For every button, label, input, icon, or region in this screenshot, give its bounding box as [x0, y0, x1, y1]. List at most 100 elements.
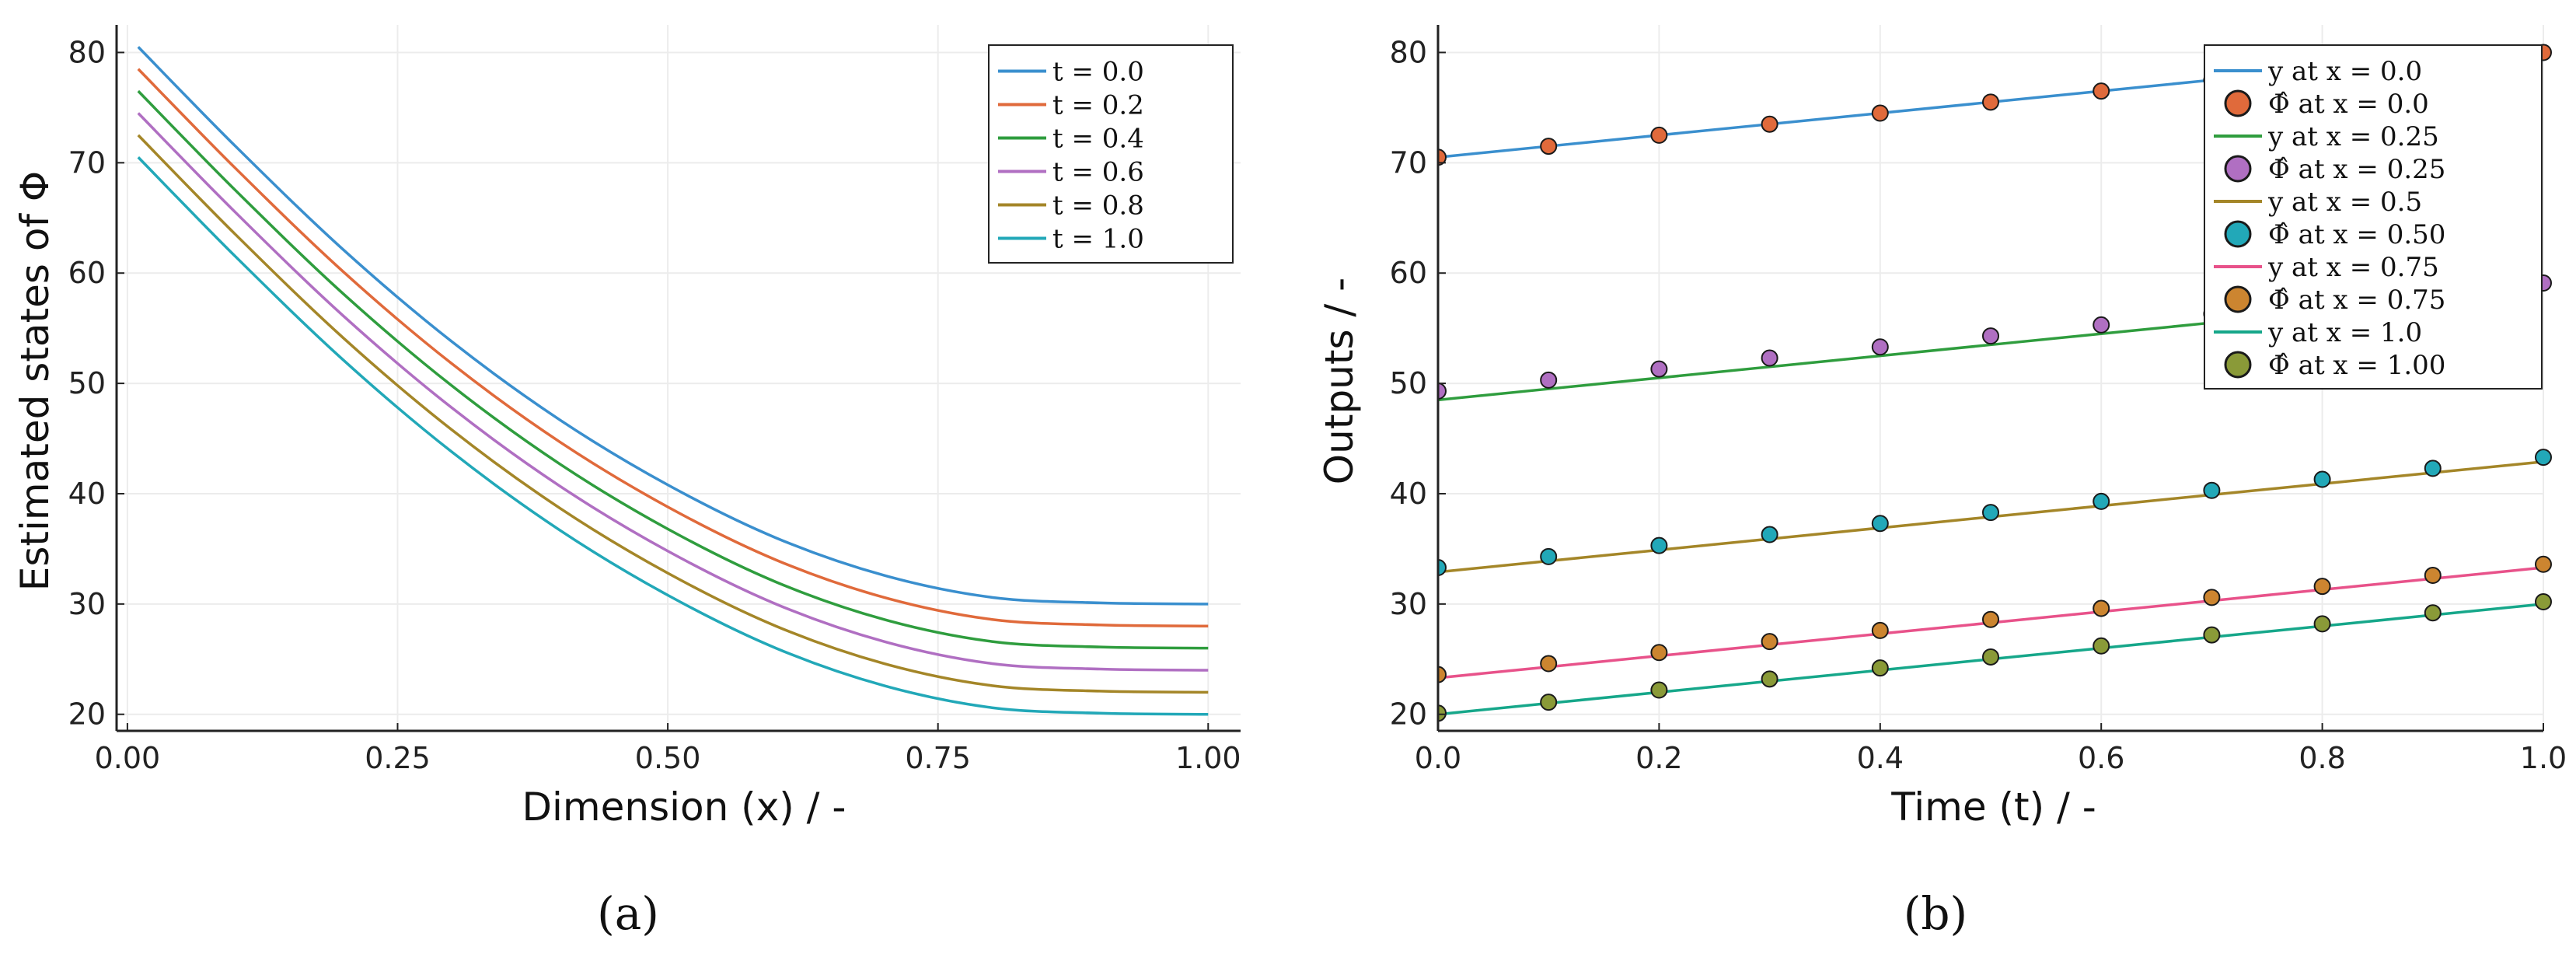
legend-swatch-marker	[2224, 285, 2252, 313]
y-tick-label: 70	[1390, 145, 1427, 180]
panel-b-axes	[1436, 25, 2543, 732]
data-point	[2093, 637, 2110, 655]
data-point	[1761, 349, 1778, 367]
x-tick-label: 0.0	[1415, 741, 1461, 775]
data-point	[1438, 666, 1447, 683]
panel-a-series	[137, 46, 1209, 716]
legend-entry-label: Φ̂ at x = 1.00	[2268, 350, 2445, 381]
y-tick-label: 20	[1390, 697, 1427, 732]
x-tick-label: 0.8	[2299, 741, 2345, 775]
data-point	[1438, 559, 1447, 577]
data-point	[1540, 371, 1558, 389]
data-point	[1650, 644, 1668, 662]
data-point	[1540, 694, 1558, 711]
data-point	[1540, 138, 1558, 156]
y-tick-label: 70	[68, 145, 106, 180]
data-point	[1982, 610, 1999, 628]
panel-a-label: (a)	[597, 887, 659, 940]
y-tick-label: 50	[68, 366, 106, 400]
panel-a-ticks: 0.00 0.25 0.50 0.75 1.00 20 30 40 50 60 70 80	[68, 35, 1241, 775]
data-point	[1982, 504, 1999, 522]
legend-box	[988, 44, 1234, 264]
x-tick-label: 0.25	[365, 741, 431, 775]
panel-b-ticks: 0.0 0.2 0.4 0.6 0.8 1.0 20 30 40 50 60 70 80	[1390, 35, 2567, 775]
data-point	[1761, 115, 1778, 133]
panel-b-legend: y at x = 0.0Φ̂ at x = 0.0y at x = 0.25Φ̂…	[2204, 44, 2543, 390]
x-tick-label: 1.0	[2520, 741, 2567, 775]
legend-entry-label: t = 0.8	[1052, 190, 1144, 222]
y-tick-label: 40	[1390, 477, 1427, 511]
series-line	[137, 68, 1209, 627]
legend-swatch-marker	[2224, 351, 2252, 379]
data-point	[2093, 82, 2110, 100]
data-point	[1871, 621, 1889, 639]
x-tick-label: 1.00	[1175, 741, 1241, 775]
data-point	[1761, 633, 1778, 651]
data-point	[1761, 526, 1778, 543]
y-tick-label: 60	[68, 256, 106, 290]
panel-a-grid	[117, 25, 1241, 731]
panel-a-ylabel: Estimated states of Φ	[12, 171, 58, 592]
x-tick-label: 0.6	[2078, 741, 2124, 775]
data-point	[2313, 470, 2331, 488]
data-point	[1540, 547, 1558, 565]
data-point	[2203, 481, 2221, 499]
data-point	[2424, 460, 2442, 477]
legend-entry-label: y at x = 0.5	[2267, 187, 2422, 218]
y-tick-label: 80	[1390, 35, 1427, 69]
panel-a-axes	[115, 25, 1241, 732]
data-point	[1982, 93, 1999, 111]
panel-a-legend: t = 0.0t = 0.2t = 0.4t = 0.6t = 0.8t = 1…	[988, 44, 1234, 264]
legend-entry-label: Φ̂ at x = 0.75	[2268, 285, 2445, 316]
data-point	[2535, 555, 2552, 573]
y-tick-label: 40	[68, 477, 106, 511]
legend-swatch-marker	[2224, 155, 2252, 183]
y-tick-label: 20	[68, 697, 106, 732]
data-point	[2313, 578, 2331, 596]
data-point	[2424, 566, 2442, 584]
data-point	[2535, 449, 2552, 467]
legend-entry-label: Φ̂ at x = 0.25	[2268, 154, 2445, 185]
legend-entry-label: y at x = 0.25	[2267, 121, 2439, 152]
series-line	[137, 89, 1209, 650]
data-point	[2093, 316, 2110, 334]
series-line	[137, 46, 1209, 606]
data-point	[1871, 104, 1889, 122]
legend-entry-label: t = 0.2	[1052, 90, 1144, 121]
data-point	[2203, 626, 2221, 644]
y-tick-label: 30	[1390, 587, 1427, 621]
data-point	[1650, 681, 1668, 699]
panel-b-ylabel: Outputs / -	[1317, 278, 1362, 484]
y-tick-label: 60	[1390, 256, 1427, 290]
data-point	[1540, 655, 1558, 673]
x-tick-label: 0.75	[905, 741, 971, 775]
panel-b: 0.0 0.2 0.4 0.6 0.8 1.0 20 30 40 50 60 70 80 Time (t…	[1317, 25, 2567, 940]
data-point	[2424, 604, 2442, 622]
legend-entry-label: Φ̂ at x = 0.50	[2268, 219, 2445, 250]
data-point	[2203, 589, 2221, 606]
data-point	[1871, 659, 1889, 677]
x-tick-label: 0.50	[635, 741, 701, 775]
data-point	[1438, 149, 1447, 166]
data-point	[1982, 327, 1999, 345]
data-point	[1761, 670, 1778, 688]
y-tick-label: 30	[68, 587, 106, 621]
series-line	[137, 134, 1209, 694]
data-point	[1650, 360, 1668, 378]
panel-a: 0.00 0.25 0.50 0.75 1.00 20 30 40 50 60 70 80 Dimen…	[12, 25, 1241, 940]
panel-b-xlabel: Time (t) / -	[1890, 785, 2096, 830]
legend-entry-label: t = 1.0	[1052, 224, 1144, 255]
legend-entry-label: t = 0.6	[1052, 157, 1144, 188]
data-point	[1871, 338, 1889, 356]
data-point	[1871, 515, 1889, 533]
data-point	[1438, 704, 1447, 722]
legend-entry-label: y at x = 0.75	[2267, 252, 2439, 283]
data-point	[2535, 593, 2552, 611]
panel-b-label: (b)	[1904, 887, 1967, 940]
legend-swatch-marker	[2224, 89, 2252, 117]
x-tick-label: 0.2	[1635, 741, 1682, 775]
data-point	[1982, 648, 1999, 666]
legend-entry-label: t = 0.0	[1052, 57, 1144, 88]
data-point	[2093, 492, 2110, 510]
